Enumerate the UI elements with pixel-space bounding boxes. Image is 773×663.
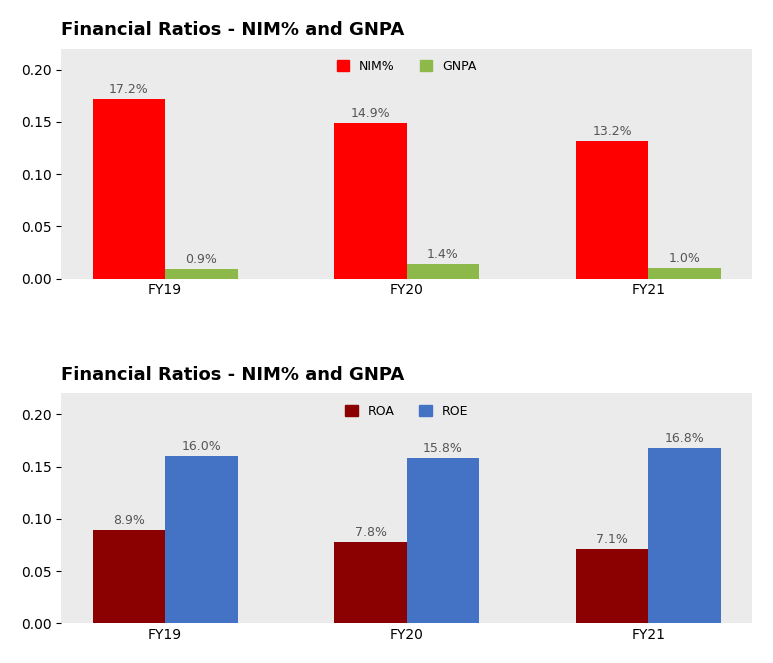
Bar: [93, 530, 165, 623]
Text: 15.8%: 15.8%: [423, 442, 463, 455]
Bar: [93, 99, 165, 278]
Text: 13.2%: 13.2%: [592, 125, 632, 137]
Bar: [407, 264, 479, 278]
Text: 17.2%: 17.2%: [109, 83, 149, 95]
Text: 1.4%: 1.4%: [427, 248, 459, 261]
Bar: [649, 448, 720, 623]
Bar: [407, 458, 479, 623]
Bar: [649, 268, 720, 278]
Bar: [165, 456, 237, 623]
Text: 8.9%: 8.9%: [113, 514, 145, 527]
Text: 14.9%: 14.9%: [351, 107, 390, 120]
Legend: ROA, ROE: ROA, ROE: [340, 400, 473, 423]
Bar: [334, 542, 407, 623]
Bar: [165, 269, 237, 278]
Text: Financial Ratios - NIM% and GNPA: Financial Ratios - NIM% and GNPA: [61, 365, 404, 384]
Text: 16.8%: 16.8%: [665, 432, 704, 445]
Text: 16.0%: 16.0%: [182, 440, 221, 453]
Legend: NIM%, GNPA: NIM%, GNPA: [332, 55, 482, 78]
Bar: [576, 141, 649, 278]
Bar: [576, 549, 649, 623]
Text: Financial Ratios - NIM% and GNPA: Financial Ratios - NIM% and GNPA: [61, 21, 404, 39]
Text: 1.0%: 1.0%: [669, 252, 700, 265]
Text: 7.8%: 7.8%: [355, 526, 386, 538]
Text: 0.9%: 0.9%: [186, 253, 217, 266]
Text: 7.1%: 7.1%: [596, 533, 628, 546]
Bar: [334, 123, 407, 278]
